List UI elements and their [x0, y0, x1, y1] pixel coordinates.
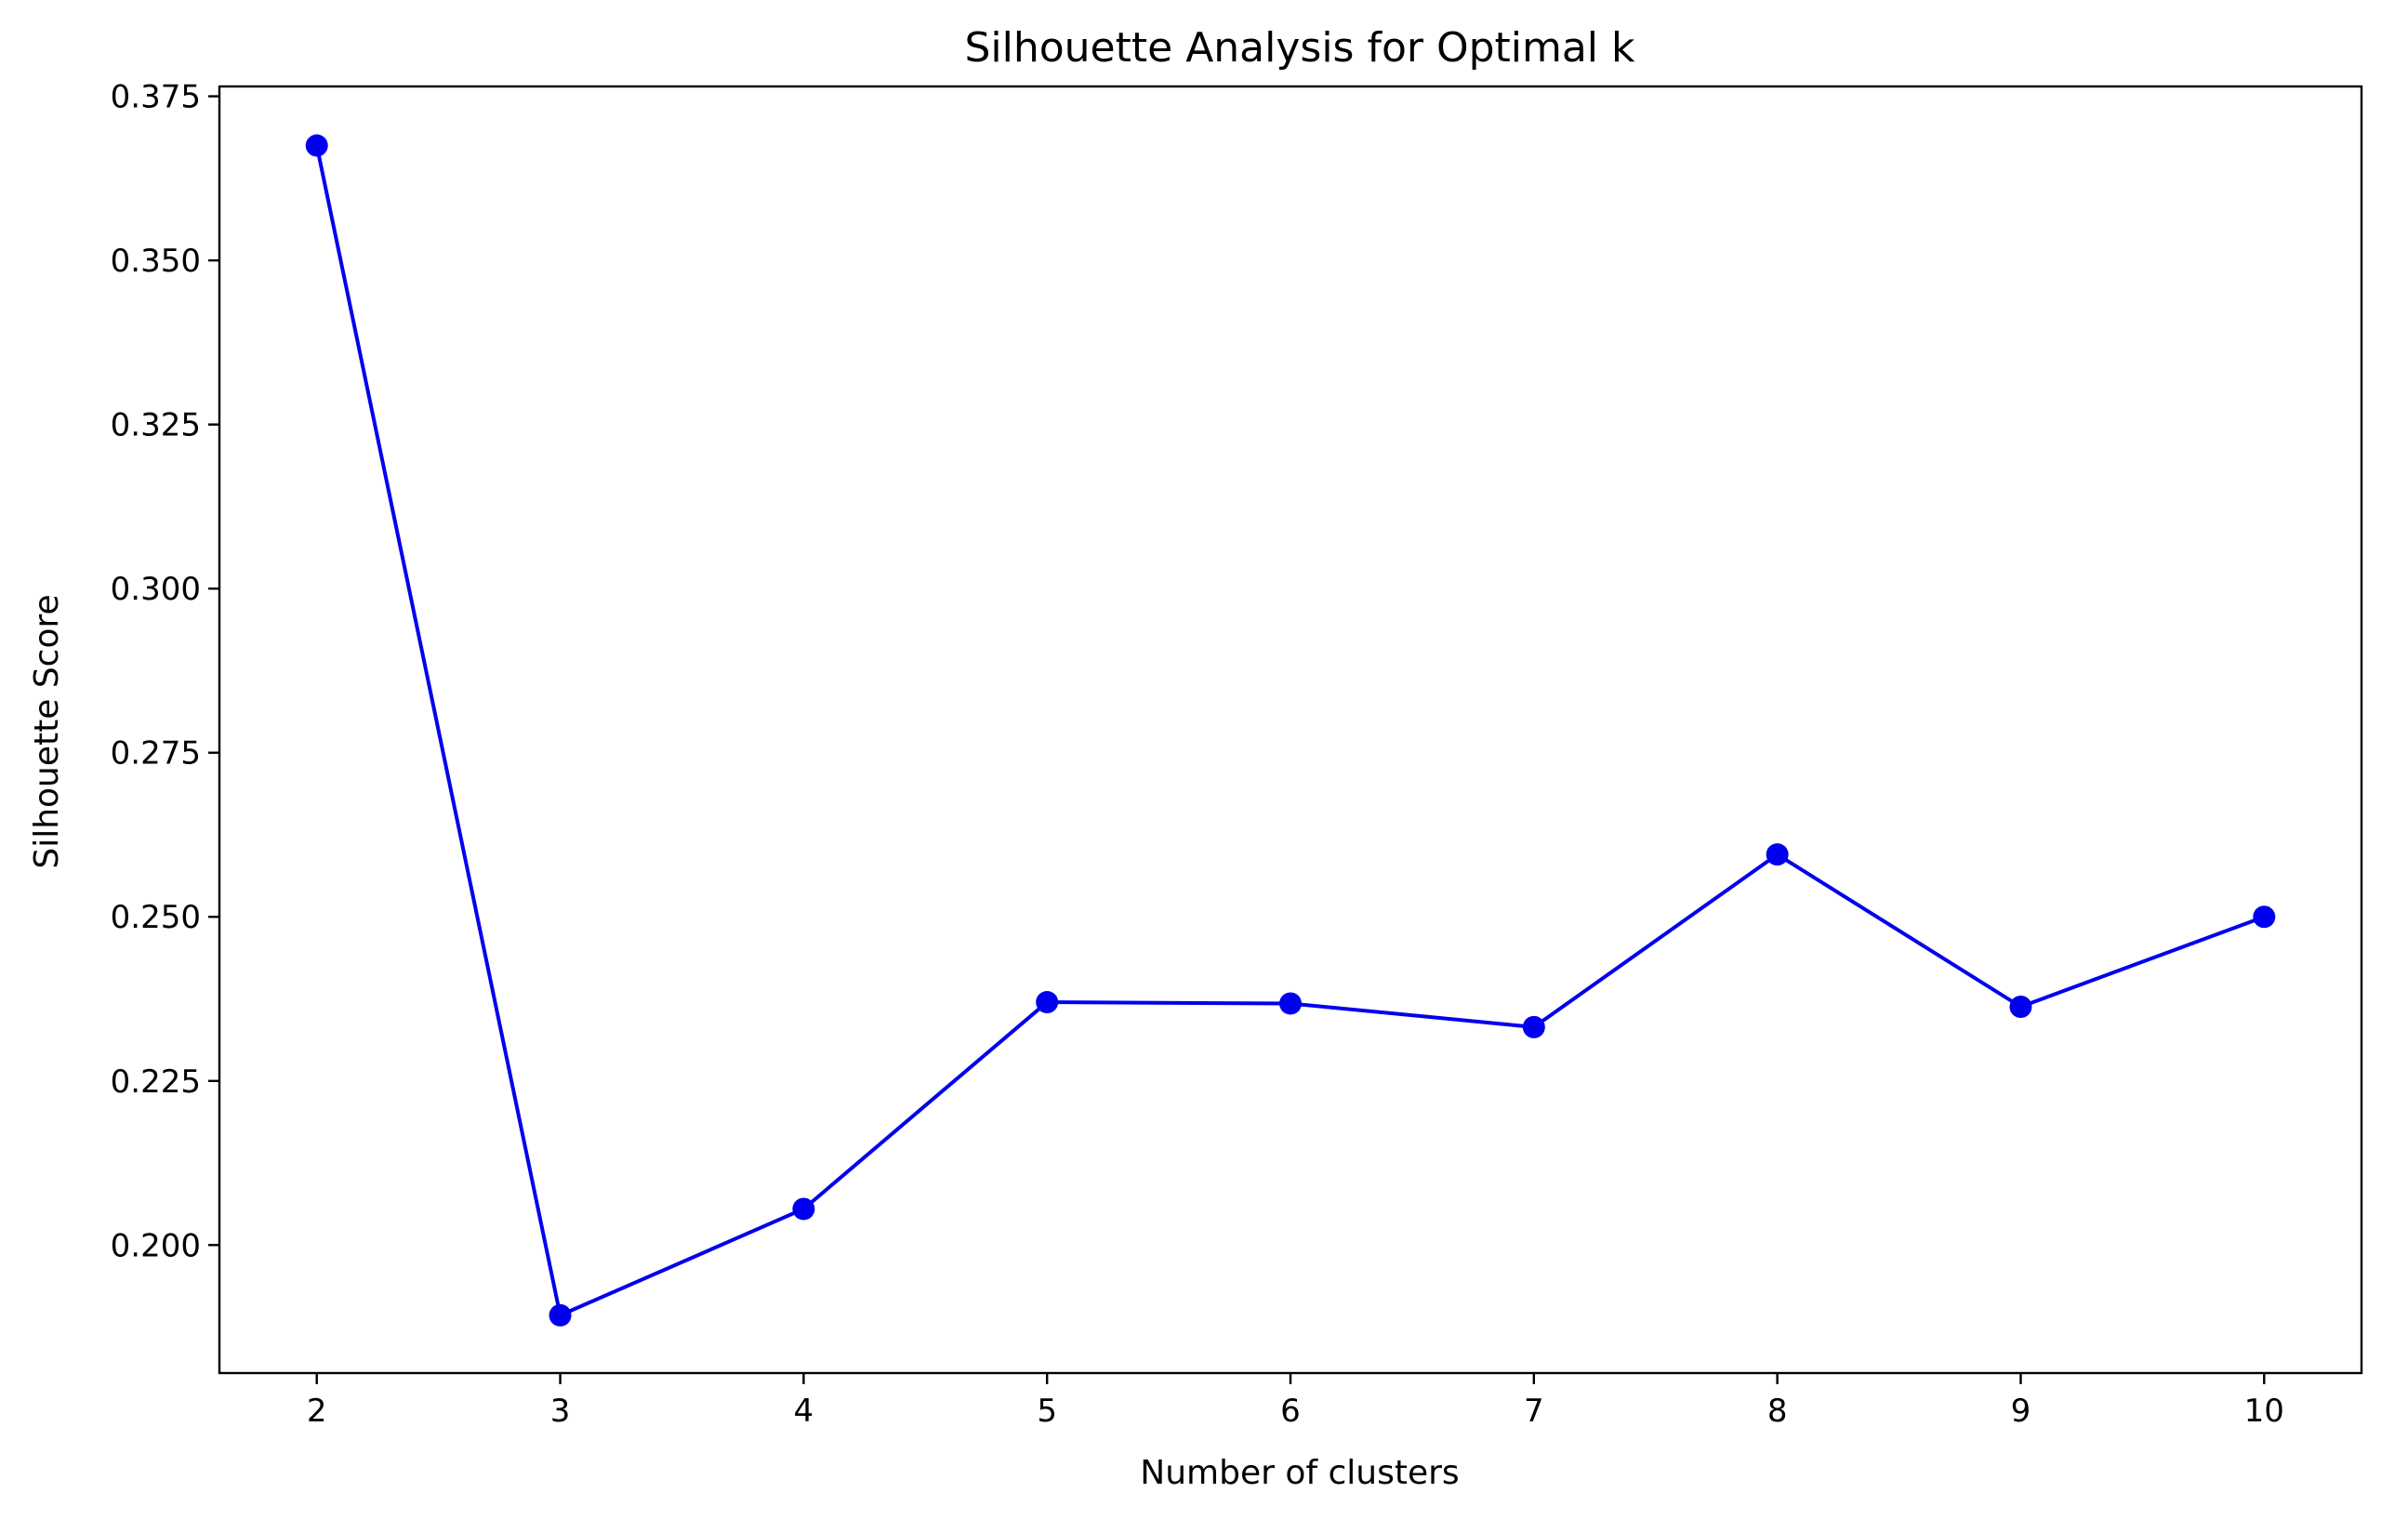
data-point	[1036, 991, 1059, 1014]
data-point	[1279, 992, 1302, 1015]
x-tick-label: 5	[1037, 1393, 1057, 1430]
data-point	[2253, 905, 2276, 929]
data-point	[1522, 1015, 1545, 1038]
x-tick-label: 10	[2244, 1393, 2284, 1430]
x-axis-ticks: 2 3 4 5 6 7 8 9 10	[307, 1373, 2284, 1430]
x-tick-label: 6	[1280, 1393, 1301, 1430]
y-tick-label: 0.325	[111, 407, 201, 444]
x-tick-label: 9	[2011, 1393, 2031, 1430]
chart-title: Silhouette Analysis for Optimal k	[964, 24, 1635, 72]
y-tick-label: 0.375	[111, 79, 201, 116]
series-layer	[305, 134, 2276, 1327]
y-tick-label: 0.300	[111, 571, 201, 608]
y-tick-label: 0.250	[111, 899, 201, 936]
x-tick-label: 8	[1767, 1393, 1788, 1430]
x-tick-label: 4	[794, 1393, 814, 1430]
y-axis-ticks: 0.200 0.225 0.250 0.275 0.300 0.325 0.350 0.375	[111, 79, 219, 1264]
y-axis-label: Silhouette Score	[28, 594, 66, 868]
y-tick-label: 0.350	[111, 243, 201, 280]
plot-area-frame	[218, 85, 2363, 1375]
data-point	[792, 1197, 815, 1221]
x-tick-label: 7	[1524, 1393, 1544, 1430]
x-axis-label: Number of clusters	[1140, 1454, 1459, 1492]
y-tick-label: 0.225	[111, 1063, 201, 1101]
data-point	[1766, 843, 1789, 866]
x-tick-label: 2	[307, 1393, 327, 1430]
y-tick-label: 0.200	[111, 1227, 201, 1264]
data-point	[549, 1303, 572, 1327]
data-point	[305, 134, 328, 157]
y-tick-label: 0.275	[111, 735, 201, 773]
data-point	[2009, 995, 2032, 1018]
x-tick-label: 3	[550, 1393, 571, 1430]
